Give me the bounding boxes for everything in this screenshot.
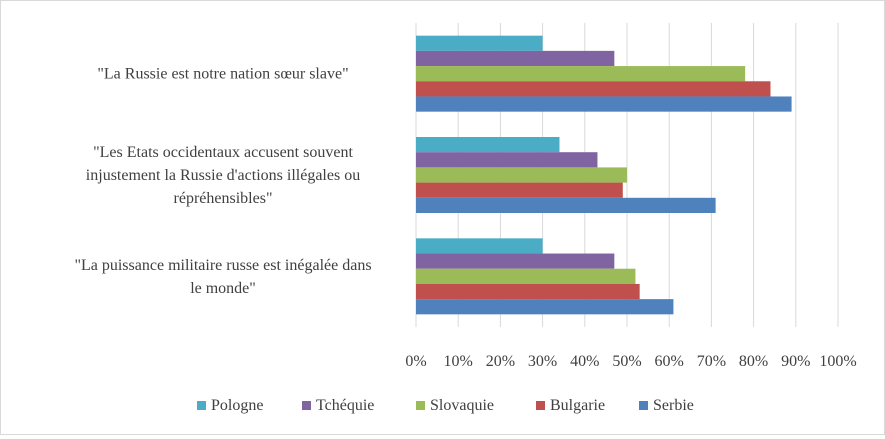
x-tick-label: 60% <box>655 353 684 370</box>
category-labels: "La Russie est notre nation sœur slave" "… <box>74 66 371 297</box>
legend: Pologne Tchéquie Slovaquie Bulgarie Serbie <box>197 397 694 414</box>
bar-pologne <box>416 137 560 153</box>
legend-label: Tchéquie <box>316 397 374 414</box>
legend-label: Bulgarie <box>550 397 605 414</box>
x-tick-label: 10% <box>444 353 473 370</box>
bar-slovaquie <box>416 167 627 183</box>
category-label: "Les Etats occidentaux accusent souvent <box>93 144 353 161</box>
legend-item-tchéquie: Tchéquie <box>302 397 374 414</box>
x-tick-label: 50% <box>612 353 641 370</box>
bar-tchéquie <box>416 152 598 168</box>
category-label: "La puissance militaire russe est inégal… <box>74 257 371 274</box>
legend-swatch <box>416 401 425 410</box>
x-tick-label: 0% <box>405 353 426 370</box>
bar-bulgarie <box>416 283 640 300</box>
x-tick-label: 70% <box>697 353 726 370</box>
x-tick-label: 100% <box>819 353 856 370</box>
bar-tchéquie <box>416 50 615 67</box>
x-tick-label: 20% <box>486 353 515 370</box>
bars <box>416 35 792 315</box>
bar-slovaquie <box>416 66 746 82</box>
bar-bulgarie <box>416 81 771 97</box>
legend-item-pologne: Pologne <box>197 397 263 414</box>
category-label: répréhensibles" <box>174 190 273 207</box>
legend-item-serbie: Serbie <box>639 397 694 414</box>
category-label: le monde" <box>190 280 256 297</box>
bar-pologne <box>416 35 543 51</box>
legend-swatch <box>197 401 206 410</box>
bar-pologne <box>416 238 543 254</box>
x-tick-label: 80% <box>739 353 768 370</box>
legend-label: Slovaquie <box>430 397 494 414</box>
x-tick-label: 30% <box>528 353 557 370</box>
category-label: injustement la Russie d'actions illégale… <box>86 167 360 184</box>
bar-serbie <box>416 299 674 315</box>
x-tick-label: 40% <box>570 353 599 370</box>
x-axis-ticks: 0% 10% 20% 30% 40% 50% 60% 70% 80% 90% 100% <box>405 353 856 370</box>
bar-serbie <box>416 96 792 112</box>
legend-label: Pologne <box>211 397 263 414</box>
category-label: "La Russie est notre nation sœur slave" <box>97 66 348 83</box>
bar-bulgarie <box>416 182 623 198</box>
bar-slovaquie <box>416 268 636 284</box>
legend-item-slovaquie: Slovaquie <box>416 397 494 414</box>
legend-swatch <box>302 401 311 410</box>
legend-swatch <box>536 401 545 410</box>
legend-item-bulgarie: Bulgarie <box>536 397 605 414</box>
legend-label: Serbie <box>653 397 694 414</box>
bar-serbie <box>416 197 716 213</box>
bar-tchéquie <box>416 253 615 269</box>
x-tick-label: 90% <box>781 353 810 370</box>
legend-swatch <box>639 401 648 410</box>
